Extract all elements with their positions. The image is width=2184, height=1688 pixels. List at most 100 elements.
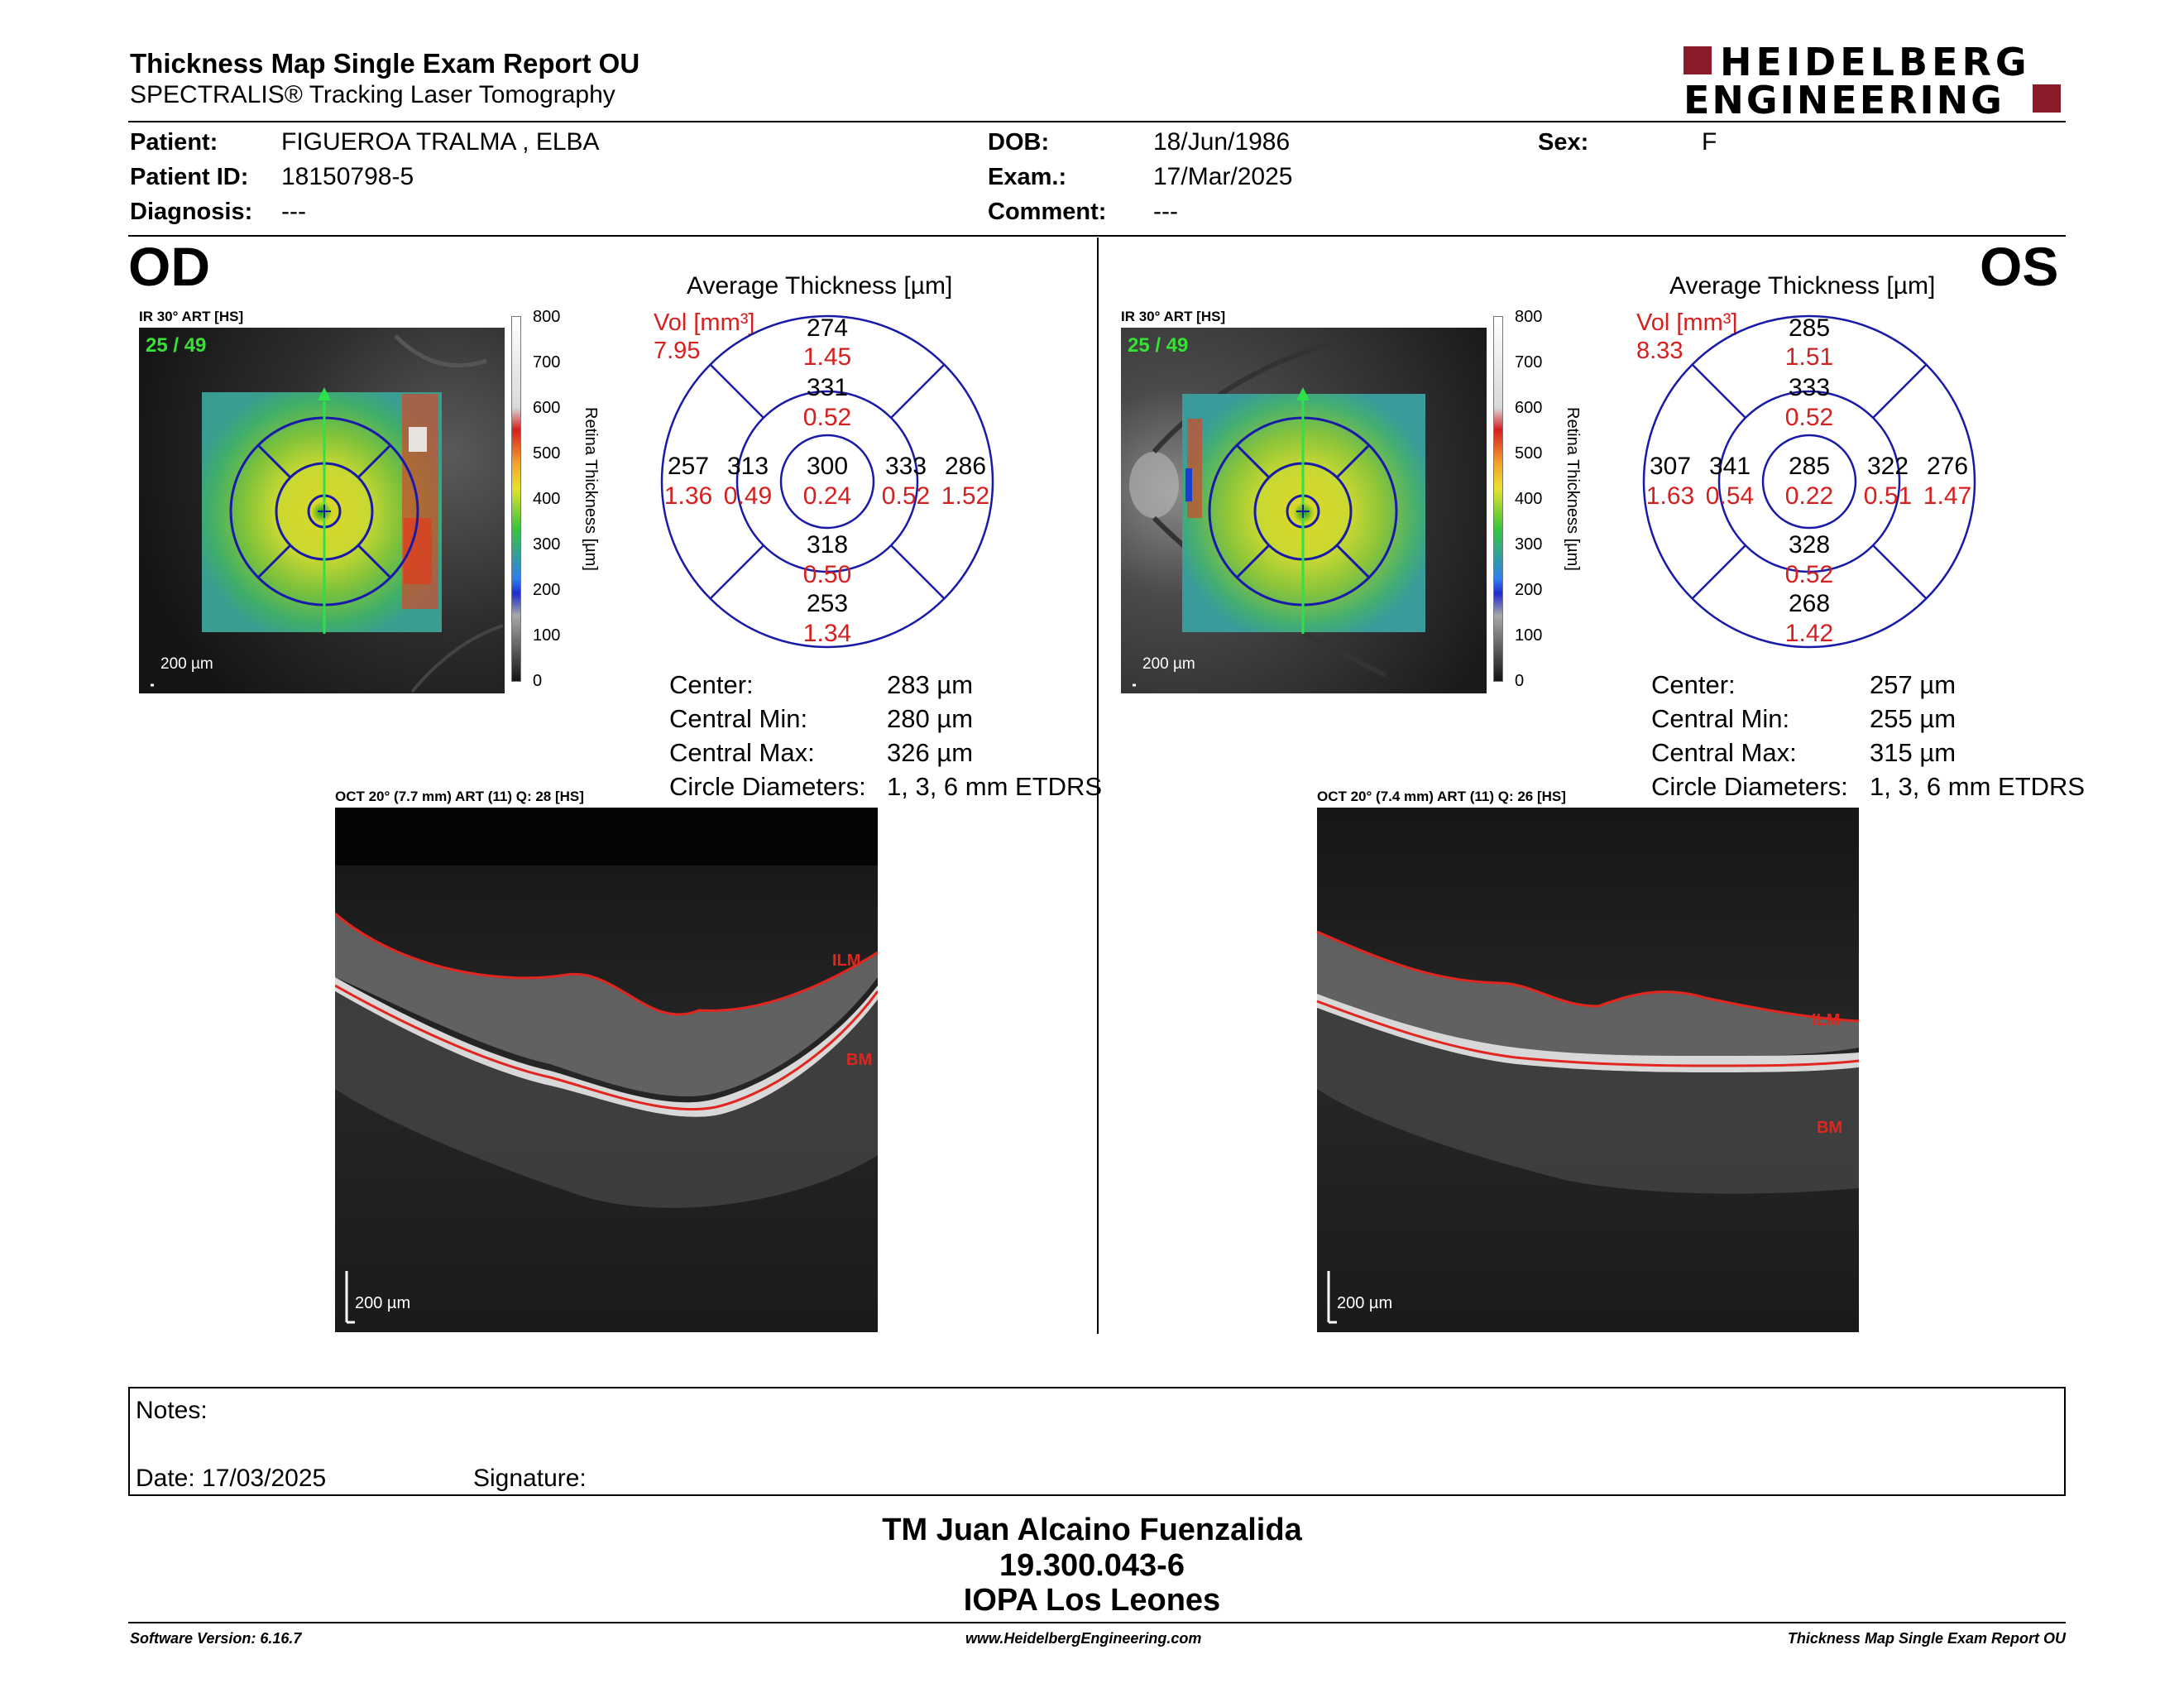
heidelberg-logo: HEIDELBERG ENGINEERING: [1684, 40, 2064, 122]
od-inner-nasal-volume: 0.52: [882, 482, 930, 510]
od-vol-value: 7.95: [654, 338, 701, 364]
software-version: Software Version: 6.16.7: [130, 1630, 302, 1647]
od-outer-nasal-thickness: 286: [945, 453, 986, 480]
patient-id-label: Patient ID:: [130, 164, 249, 190]
od-inner-temporal-thickness: 313: [727, 453, 769, 480]
os-outer-inferior-volume: 1.42: [1785, 620, 1833, 647]
notes-date: Date: 17/03/2025: [136, 1465, 327, 1492]
os-oct-label: OCT 20° (7.4 mm) ART (11) Q: 26 [HS]: [1317, 789, 1566, 804]
os-outer-inferior-thickness: 268: [1789, 590, 1830, 617]
os-ilm-label: ILM: [1812, 1011, 1841, 1029]
os-center-thickness: 285: [1789, 453, 1830, 480]
dob-label: DOB:: [988, 129, 1050, 156]
logo-line-1: HEIDELBERG: [1720, 40, 2031, 84]
os-inner-temporal-volume: 0.54: [1706, 482, 1754, 510]
od-oct-bscan: ILM BM 200 µm: [335, 808, 878, 1332]
od-ilm-label: ILM: [832, 952, 861, 970]
os-inner-temporal-thickness: 341: [1709, 453, 1751, 480]
od-etdrs-grid: 274 1.45 331 0.52 257 1.36 313 0.49 300 …: [660, 314, 994, 649]
os-outer-temporal-thickness: 307: [1650, 453, 1691, 480]
sex-value: F: [1702, 128, 1717, 156]
diagnosis-value: ---: [281, 198, 306, 225]
os-oct-scale: 200 µm: [1337, 1294, 1393, 1312]
os-oct-svg: [1317, 808, 1859, 1332]
od-scale-tick-300: 300: [533, 535, 561, 554]
os-scale-tick-600: 600: [1515, 399, 1543, 417]
os-stat-label-circle-diameters: Circle Diameters:: [1651, 772, 1848, 801]
comment-value: ---: [1153, 198, 1178, 225]
os-scale-tick-500: 500: [1515, 444, 1543, 463]
os-scale-tick-700: 700: [1515, 353, 1543, 372]
od-vol-label: Vol [mm³]: [654, 309, 755, 336]
od-outer-superior-volume: 1.45: [803, 343, 851, 371]
os-scale-tick-800: 800: [1515, 308, 1543, 326]
os-inner-nasal-thickness: 322: [1867, 453, 1909, 480]
notes-box[interactable]: Notes: Date: 17/03/2025 Signature:: [128, 1387, 2066, 1496]
os-average-thickness-title: Average Thickness [µm]: [1669, 272, 1936, 300]
od-scale-tick-0: 0: [533, 672, 543, 690]
od-outer-temporal-volume: 1.36: [664, 482, 712, 510]
od-outer-temporal-thickness: 257: [668, 453, 709, 480]
od-ir-scale: 200 µm: [160, 655, 213, 673]
os-ir-scale: 200 µm: [1142, 655, 1195, 673]
dob-value: 18/Jun/1986: [1153, 128, 1291, 156]
notes-label: Notes:: [136, 1397, 208, 1424]
stamp-clinic: IOPA Los Leones: [963, 1583, 1221, 1618]
os-stat-label-central-max: Central Max:: [1651, 738, 1797, 767]
od-ir-label: IR 30° ART [HS]: [139, 309, 244, 324]
od-scale-axis-label: Retina Thickness [µm]: [582, 407, 600, 571]
report-subtitle: SPECTRALIS® Tracking Laser Tomography: [130, 81, 615, 108]
signature-label: Signature:: [473, 1465, 587, 1492]
patient-divider: [128, 235, 2066, 237]
od-stat-label-center: Center:: [669, 670, 754, 699]
od-scale-tick-700: 700: [533, 353, 561, 372]
od-oct-svg: [335, 808, 878, 1332]
od-stat-label-central-min: Central Min:: [669, 704, 808, 733]
os-vol-label: Vol [mm³]: [1636, 309, 1738, 336]
od-oct-scale: 200 µm: [355, 1294, 411, 1312]
od-scale-tick-100: 100: [533, 626, 561, 645]
os-oct-bscan: ILM BM 200 µm: [1317, 808, 1859, 1332]
od-stat-value-center: 283 µm: [887, 670, 974, 699]
diagnosis-label: Diagnosis:: [130, 199, 253, 225]
os-scale-tick-100: 100: [1515, 626, 1543, 645]
os-outer-temporal-volume: 1.63: [1646, 482, 1694, 510]
od-scale-tick-400: 400: [533, 490, 561, 508]
patient-id-value: 18150798-5: [281, 163, 414, 190]
website-link[interactable]: www.HeidelbergEngineering.com: [965, 1630, 1202, 1647]
os-fundus-svg: [1121, 328, 1487, 693]
os-scale-tick-200: 200: [1515, 581, 1543, 599]
os-outer-superior-thickness: 285: [1789, 314, 1830, 342]
os-scale-tick-0: 0: [1515, 672, 1525, 690]
od-center-volume: 0.24: [803, 482, 851, 510]
od-inner-superior-volume: 0.52: [803, 404, 851, 431]
exam-value: 17/Mar/2025: [1153, 163, 1293, 190]
od-average-thickness-title: Average Thickness [µm]: [687, 272, 953, 300]
od-frame-counter: 25 / 49: [146, 334, 207, 357]
os-scale-tick-300: 300: [1515, 535, 1543, 554]
od-scale-bar: [511, 316, 521, 682]
sex-label: Sex:: [1538, 129, 1589, 156]
od-inner-nasal-thickness: 333: [885, 453, 927, 480]
os-fundus-thickness-map: 25 / 49 200 µm: [1121, 328, 1487, 693]
od-eye-label: OD: [128, 236, 210, 297]
od-stat-value-central-max: 326 µm: [887, 738, 974, 767]
os-stat-label-center: Center:: [1651, 670, 1736, 699]
od-stat-value-central-min: 280 µm: [887, 704, 974, 733]
patient-label: Patient:: [130, 129, 218, 156]
od-inner-superior-thickness: 331: [807, 374, 848, 401]
os-outer-nasal-thickness: 276: [1927, 453, 1968, 480]
os-inner-superior-volume: 0.52: [1785, 404, 1833, 431]
os-bm-label: BM: [1817, 1119, 1843, 1137]
os-etdrs-grid: 285 1.51 333 0.52 307 1.63 341 0.54 285 …: [1642, 314, 1976, 649]
os-vol-value: 8.33: [1636, 338, 1684, 364]
od-outer-inferior-volume: 1.34: [803, 620, 851, 647]
os-frame-counter: 25 / 49: [1128, 334, 1189, 357]
os-color-scale: 800 700 600 500 400 300 200 100 0 Retina…: [1493, 308, 1592, 690]
od-outer-nasal-volume: 1.52: [941, 482, 989, 510]
od-fundus-thickness-map: 25 / 49 200 µm: [139, 328, 505, 693]
od-outer-inferior-thickness: 253: [807, 590, 848, 617]
header-divider: [128, 121, 2066, 122]
logo-square-icon: [1684, 46, 1712, 74]
od-scale-tick-600: 600: [533, 399, 561, 417]
